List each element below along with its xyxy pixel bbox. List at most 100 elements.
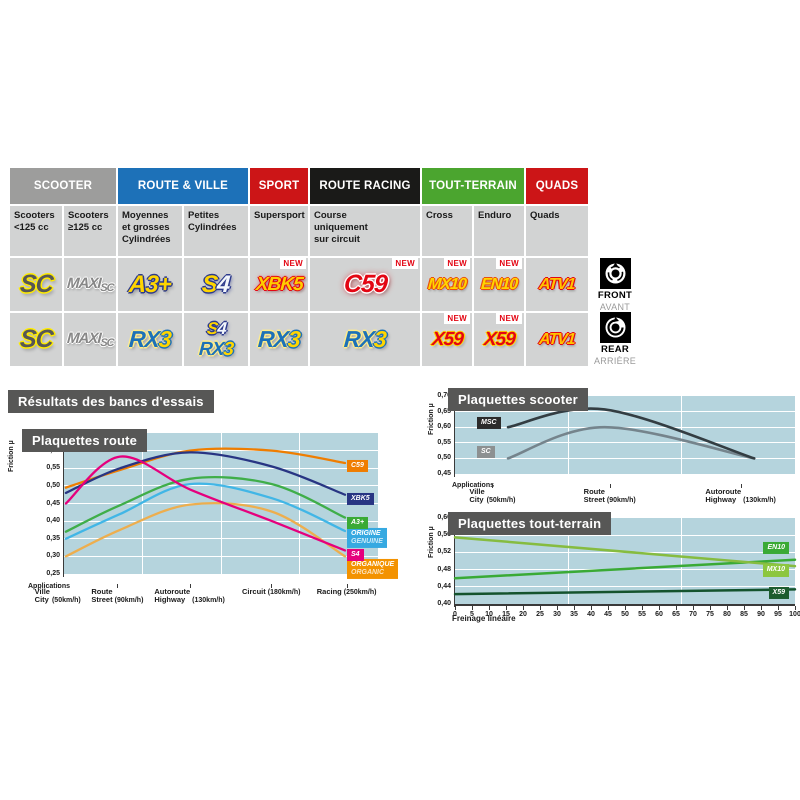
tout-terrain-x-tickmark (574, 605, 575, 610)
atv1-logo: ATV1 (538, 275, 576, 293)
route-y-axis (62, 432, 64, 577)
rear-pad-sc: SC (10, 313, 62, 366)
sub-header-supersport: Supersport (250, 206, 308, 256)
scooter-series-label-SC: SC (477, 445, 495, 458)
tout-terrain-xtick-label: 10 (485, 611, 493, 618)
chart-title-scooter: Plaquettes scooter (448, 388, 588, 411)
route-gridline-v (220, 433, 222, 574)
route-ytick-label: 0,35 (46, 534, 60, 542)
tout-terrain-x-tickmark (744, 605, 745, 610)
scooter-category-label: Autoroute Highway (130km/h) (705, 488, 776, 504)
tout-terrain-ytick-label: 0,40 (437, 600, 451, 607)
rear-axle-indicator: REAR ARRIÈRE (591, 312, 639, 366)
results-banner: Résultats des bancs d'essais (8, 390, 214, 413)
tout-terrain-x-tickmark (625, 605, 626, 610)
tout-terrain-xtick-label: 65 (672, 611, 680, 618)
scooter-ytick-label: 0,45 (437, 470, 451, 477)
tout-terrain-y-axis-title: Friction µ (428, 526, 435, 558)
scooter-ytick-label: 0,55 (437, 438, 451, 446)
rx3-logo: RX3 (257, 326, 301, 352)
tout-terrain-xtick-label: 30 (553, 611, 561, 618)
rear-label-en: REAR (600, 344, 630, 355)
front-pad-mx10: NEW MX10 (422, 258, 472, 311)
sub-header-scooters-small: Scooters <125 cc (10, 206, 62, 256)
scooter-gridline-h (455, 411, 795, 413)
route-ytick-label: 0,25 (46, 570, 60, 577)
c59-logo: C59 (342, 270, 388, 298)
tout-terrain-ytick-label: 0,56 (437, 531, 451, 539)
xbk5-logo: XBK5 (254, 274, 304, 295)
category-speed: (180km/h) (267, 588, 301, 596)
new-badge: NEW (392, 258, 418, 269)
route-x-tickmark (346, 584, 348, 588)
route-ytick-label: 0,55 (46, 464, 60, 472)
sub-header-cross: Cross (422, 206, 472, 256)
tout-terrain-x-tickmark (659, 605, 660, 610)
tout-terrain-xtick-label: 95 (774, 611, 782, 618)
route-series-label-ORGANIQUE: ORGANIQUE ORGANIC (347, 559, 399, 580)
tout-terrain-x-tickmark (506, 605, 507, 610)
route-category-label: Autoroute Highway (130km/h) (154, 588, 225, 604)
scooter-ytick-label: 0,50 (437, 454, 451, 462)
tout-terrain-gridline-h (455, 551, 795, 553)
route-series-label-C59: C59 (347, 460, 368, 473)
tout-terrain-x-axis-title: Freinage linéaire (452, 614, 516, 623)
category-speed: (50km/h) (486, 496, 516, 504)
front-label-fr: AVANT (599, 302, 631, 312)
rx3-logo: RX3 (198, 339, 234, 360)
chart-title-route: Plaquettes route (22, 429, 148, 452)
new-badge: NEW (444, 313, 470, 324)
scooter-ytick-label: 0,70 (437, 392, 451, 399)
tout-terrain-x-tickmark (778, 605, 779, 610)
rear-pad-atv1: ATV1 (526, 313, 588, 366)
tout-terrain-xtick-label: 90 (757, 611, 765, 618)
category-name: Ville City (469, 487, 485, 504)
route-y-axis-title: Friction µ (8, 440, 15, 472)
route-ytick-label: 0,40 (46, 517, 60, 525)
s4-logo: S4 (201, 270, 231, 298)
new-badge: NEW (496, 313, 522, 324)
x59-logo: X59 (482, 329, 516, 350)
sub-header-enduro: Enduro (474, 206, 524, 256)
sc-logo: SC (18, 270, 54, 298)
tout-terrain-series-label-MX10: MX10 (762, 564, 789, 577)
tout-terrain-gridline-v (681, 518, 683, 604)
scooter-ytick-label: 0,60 (437, 423, 451, 431)
front-label-en: FRONT (597, 290, 633, 301)
new-badge: NEW (280, 258, 306, 269)
route-series-label-S4: S4 (347, 548, 364, 561)
tout-terrain-xtick-label: 50 (621, 611, 629, 618)
front-pad-a3plus: A3+ (118, 258, 182, 311)
tout-terrain-x-tickmark (642, 605, 643, 610)
x59-logo: X59 (430, 329, 464, 350)
rear-pad-rx3: RX3 (118, 313, 182, 366)
atv1-logo: ATV1 (538, 330, 576, 348)
tout-terrain-xtick-label: 20 (519, 611, 527, 618)
category-name: Circuit (242, 587, 266, 596)
tout-terrain-gridline-h (455, 534, 795, 536)
category-name: Route Street (91, 587, 113, 604)
tout-terrain-x-tickmark (557, 605, 558, 610)
route-category-label: Racing (250km/h) (317, 588, 377, 596)
front-pad-maxi-sc: MAXISC (64, 258, 116, 311)
s4-logo: S4 (205, 319, 227, 338)
rear-label-fr: ARRIÈRE (593, 356, 637, 366)
tout-terrain-xtick-label: 100 (789, 611, 800, 618)
route-series-label-ORIGINE: ORIGINE GENUINE (347, 527, 387, 549)
new-badge: NEW (496, 258, 522, 269)
category-name: Route Street (583, 487, 605, 504)
front-pad-atv1: ATV1 (526, 258, 588, 311)
route-series-label-XBK5: XBK5 (347, 492, 374, 505)
tout-terrain-x-tickmark (727, 605, 728, 610)
sub-header-course-circuit: Course uniquement sur circuit (310, 206, 420, 256)
tout-terrain-ytick-label: 0,44 (437, 582, 451, 590)
scooter-gridline-h (455, 442, 795, 444)
front-pad-xbk5: NEW XBK5 (250, 258, 308, 311)
tout-terrain-x-tickmark (523, 605, 524, 610)
category-speed: (250km/h) (343, 588, 377, 596)
sub-header-petites: Petites Cylindrées (184, 206, 248, 256)
route-ytick-label: 0,45 (46, 499, 60, 507)
s4-rx3-stacked-logos: S4 RX3 (198, 319, 234, 360)
front-brake-disc-icon (599, 258, 631, 289)
scooter-category-label: Route Street (90km/h) (584, 488, 636, 504)
